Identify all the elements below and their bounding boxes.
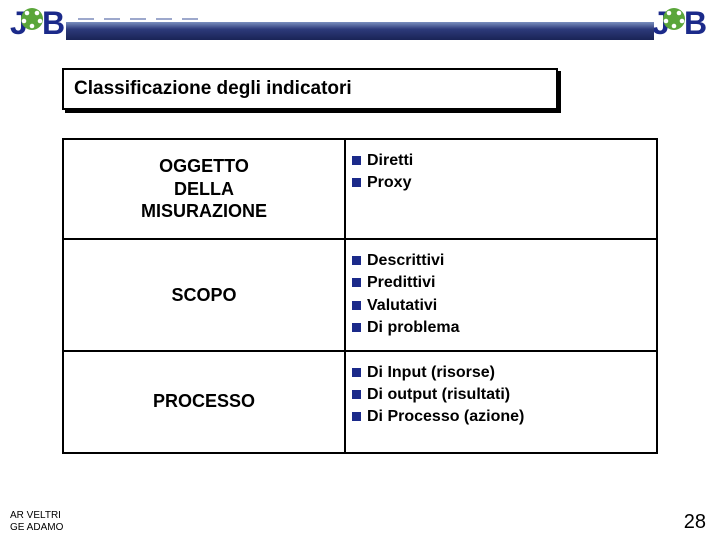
list-item: Predittivi	[350, 272, 648, 294]
bullet-icon	[352, 323, 361, 332]
list-item: Di Input (risorse)	[350, 362, 648, 384]
bullet-icon	[352, 156, 361, 165]
row-label-cell: SCOPO	[64, 240, 346, 350]
item-text: Valutativi	[367, 295, 437, 317]
list-item: Proxy	[350, 172, 648, 194]
slide-title-box: Classificazione degli indicatori	[62, 68, 558, 110]
page-number: 28	[684, 511, 706, 534]
bullet-icon	[352, 368, 361, 377]
list-item: Diretti	[350, 150, 648, 172]
bullet-icon	[352, 412, 361, 421]
item-text: Descrittivi	[367, 250, 444, 272]
row-label: SCOPO	[171, 284, 236, 307]
logo-b-left: B	[42, 5, 65, 41]
row-label: OGGETTO DELLA MISURAZIONE	[141, 155, 267, 223]
table-row: SCOPO Descrittivi Predittivi Valutativi	[64, 240, 656, 352]
list-item: Di output (risultati)	[350, 384, 648, 406]
svg-text:B: B	[684, 5, 707, 41]
list-item: Di problema	[350, 317, 648, 339]
bullet-icon	[352, 390, 361, 399]
row-label: PROCESSO	[153, 390, 255, 413]
row-label-cell: PROCESSO	[64, 352, 346, 452]
list-item: Di Processo (azione)	[350, 406, 648, 428]
bullet-icon	[352, 256, 361, 265]
item-text: Diretti	[367, 150, 413, 172]
logo-right: J B	[650, 0, 712, 48]
item-text: Di Input (risorse)	[367, 362, 495, 384]
item-text: Di output (risultati)	[367, 384, 510, 406]
bullet-icon	[352, 278, 361, 287]
item-text: Proxy	[367, 172, 411, 194]
list-item: Valutativi	[350, 295, 648, 317]
item-text: Predittivi	[367, 272, 435, 294]
row-items-cell: Diretti Proxy	[346, 140, 656, 238]
table-row: OGGETTO DELLA MISURAZIONE Diretti Proxy	[64, 140, 656, 240]
row-label-cell: OGGETTO DELLA MISURAZIONE	[64, 140, 346, 238]
item-text: Di Processo (azione)	[367, 406, 524, 428]
footer-authors: AR VELTRI GE ADAMO	[10, 510, 63, 534]
row-items-cell: Descrittivi Predittivi Valutativi Di pro…	[346, 240, 656, 350]
slide-title: Classificazione degli indicatori	[74, 78, 352, 99]
table-row: PROCESSO Di Input (risorse) Di output (r…	[64, 352, 656, 452]
logo-left: J B	[8, 0, 70, 48]
row-items-cell: Di Input (risorse) Di output (risultati)…	[346, 352, 656, 452]
list-item: Descrittivi	[350, 250, 648, 272]
item-text: Di problema	[367, 317, 459, 339]
bullet-icon	[352, 178, 361, 187]
classification-table: OGGETTO DELLA MISURAZIONE Diretti Proxy …	[62, 138, 658, 454]
bullet-icon	[352, 301, 361, 310]
